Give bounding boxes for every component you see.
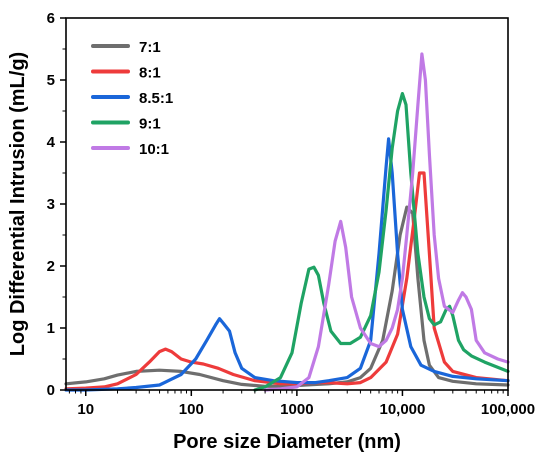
series-line-4 bbox=[263, 52, 510, 392]
x-axis-title: Pore size Diameter (nm) bbox=[173, 431, 401, 453]
y-axis-title: Log Differential Intrusion (mL/g) bbox=[7, 52, 29, 356]
y-tick-label: 1 bbox=[47, 320, 55, 337]
y-tick-label: 5 bbox=[47, 72, 55, 89]
x-tick-label: 100,000 bbox=[481, 401, 535, 418]
legend-label: 8:1 bbox=[139, 65, 161, 82]
y-tick-label: 0 bbox=[47, 382, 55, 399]
legend: 7:1 8:1 8.5:1 9:1 10:1 bbox=[91, 39, 173, 158]
legend-label: 8.5:1 bbox=[139, 90, 173, 107]
y-axis: 0 1 2 3 4 5 6 bbox=[47, 10, 66, 399]
legend-label: 10:1 bbox=[139, 141, 169, 158]
series-layer bbox=[64, 52, 510, 392]
legend-label: 9:1 bbox=[139, 116, 161, 133]
series-line-2 bbox=[64, 137, 510, 392]
series-line-1 bbox=[64, 171, 510, 391]
series-line-0 bbox=[64, 205, 510, 388]
x-axis: 10 100 1000 10,000 100,000 bbox=[68, 390, 535, 418]
y-tick-label: 2 bbox=[47, 258, 55, 275]
x-tick-label: 10 bbox=[77, 401, 94, 418]
x-tick-label: 100 bbox=[179, 401, 204, 418]
plot-frame bbox=[65, 17, 509, 391]
y-tick-label: 3 bbox=[47, 196, 55, 213]
legend-label: 7:1 bbox=[139, 39, 161, 56]
x-tick-label: 1000 bbox=[280, 401, 313, 418]
y-tick-label: 4 bbox=[47, 134, 56, 151]
x-tick-label: 10,000 bbox=[379, 401, 425, 418]
y-tick-label: 6 bbox=[47, 10, 55, 27]
